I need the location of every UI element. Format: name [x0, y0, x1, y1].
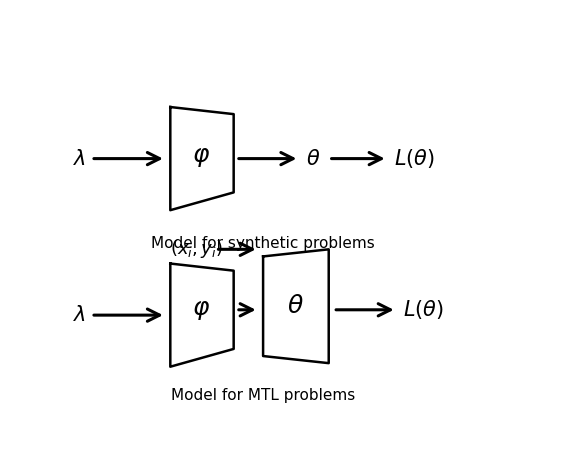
Text: $\theta$: $\theta$	[306, 149, 321, 169]
Text: $\theta$: $\theta$	[287, 294, 304, 318]
Text: $L(\theta)$: $L(\theta)$	[394, 147, 435, 170]
Text: Model for MTL problems: Model for MTL problems	[171, 388, 355, 403]
Text: $\varphi$: $\varphi$	[192, 298, 210, 322]
Text: $\lambda$: $\lambda$	[74, 149, 86, 169]
Text: $(x_i, y_i)$: $(x_i, y_i)$	[171, 238, 223, 260]
Text: $L(\theta)$: $L(\theta)$	[404, 298, 444, 321]
Text: Model for synthetic problems: Model for synthetic problems	[151, 237, 375, 251]
Text: $\lambda$: $\lambda$	[74, 305, 86, 325]
Text: $\varphi$: $\varphi$	[192, 145, 210, 169]
